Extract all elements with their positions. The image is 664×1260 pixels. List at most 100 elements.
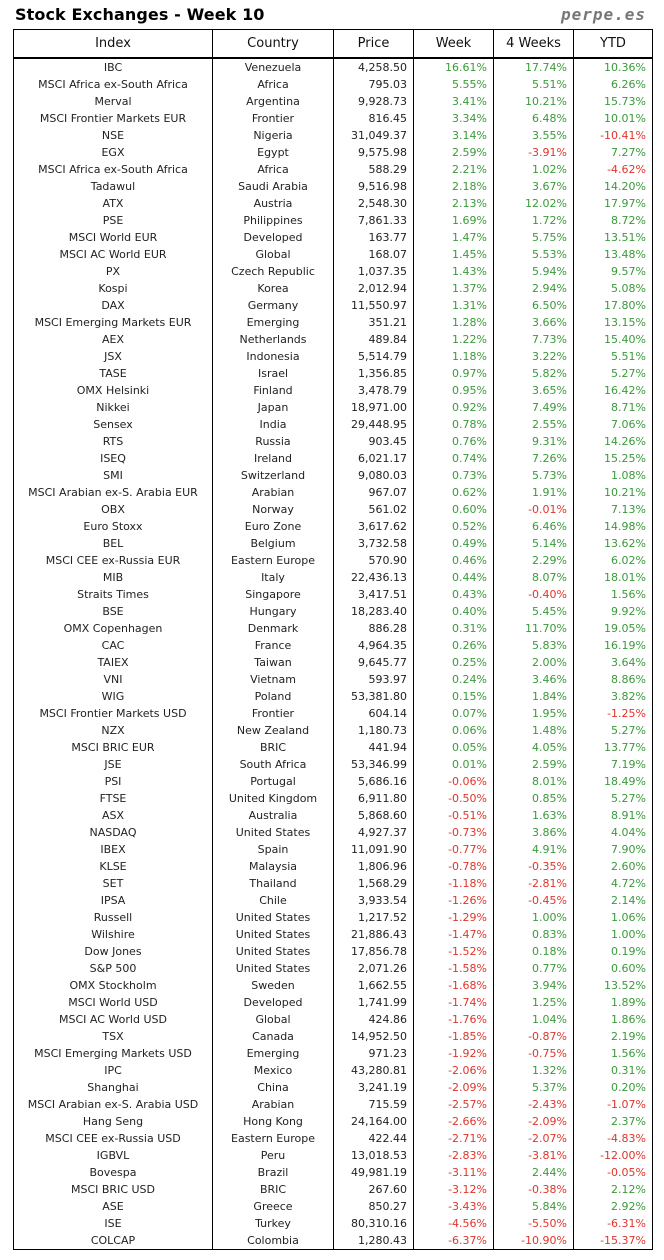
cell-country: Switzerland xyxy=(212,467,334,484)
cell-index: DAX xyxy=(13,297,213,314)
cell-price: 1,741.99 xyxy=(333,994,414,1011)
cell-ytd: -6.31% xyxy=(573,1215,653,1232)
cell-ytd: 0.19% xyxy=(573,943,653,960)
cell-price: 1,217.52 xyxy=(333,909,414,926)
cell-country: United States xyxy=(212,909,334,926)
table-row: ISEQ Ireland 6,021.17 0.74% 7.26% 15.25% xyxy=(13,450,653,467)
cell-week: -4.56% xyxy=(413,1215,494,1232)
table-row: Straits Times Singapore 3,417.51 0.43% -0.40… xyxy=(13,586,653,603)
cell-ytd: 8.71% xyxy=(573,399,653,416)
cell-country: Arabian xyxy=(212,1096,334,1113)
cell-index: MSCI BRIC USD xyxy=(13,1181,213,1198)
cell-week: 2.59% xyxy=(413,144,494,161)
cell-week: -2.71% xyxy=(413,1130,494,1147)
cell-week: -1.76% xyxy=(413,1011,494,1028)
cell-index: SET xyxy=(13,875,213,892)
table-row: MSCI BRIC USD BRIC 267.60 -3.12% -0.38% 2.12% xyxy=(13,1181,653,1198)
cell-price: 43,280.81 xyxy=(333,1062,414,1079)
cell-country: Venezuela xyxy=(212,58,334,76)
cell-week: 1.43% xyxy=(413,263,494,280)
cell-index: KLSE xyxy=(13,858,213,875)
cell-4-weeks: 3.46% xyxy=(493,671,574,688)
cell-index: PSE xyxy=(13,212,213,229)
table-row: NZX New Zealand 1,180.73 0.06% 1.48% 5.27% xyxy=(13,722,653,739)
table-row: TAIEX Taiwan 9,645.77 0.25% 2.00% 3.64% xyxy=(13,654,653,671)
header-row: Index Country Price Week 4 Weeks YTD xyxy=(13,29,653,59)
cell-country: Germany xyxy=(212,297,334,314)
cell-ytd: 4.72% xyxy=(573,875,653,892)
cell-price: 795.03 xyxy=(333,76,414,93)
cell-country: Global xyxy=(212,1011,334,1028)
cell-index: OMX Helsinki xyxy=(13,382,213,399)
table-row: Russell United States 1,217.52 -1.29% 1.00% 1… xyxy=(13,909,653,926)
table-body: IBC Venezuela 4,258.50 16.61% 17.74% 10.36% MS… xyxy=(13,58,653,1250)
cell-price: 6,911.80 xyxy=(333,790,414,807)
cell-country: Russia xyxy=(212,433,334,450)
cell-4-weeks: 2.59% xyxy=(493,756,574,773)
cell-price: 9,575.98 xyxy=(333,144,414,161)
table-row: IPC Mexico 43,280.81 -2.06% 1.32% 0.31% xyxy=(13,1062,653,1079)
cell-ytd: 0.60% xyxy=(573,960,653,977)
cell-4-weeks: 1.48% xyxy=(493,722,574,739)
cell-week: -6.37% xyxy=(413,1232,494,1250)
table-row: MSCI Africa ex-South Africa Africa 795.03 5… xyxy=(13,76,653,93)
table-row: VNI Vietnam 593.97 0.24% 3.46% 8.86% xyxy=(13,671,653,688)
cell-price: 2,548.30 xyxy=(333,195,414,212)
cell-ytd: 7.06% xyxy=(573,416,653,433)
cell-price: 1,662.55 xyxy=(333,977,414,994)
cell-week: -1.58% xyxy=(413,960,494,977)
cell-4-weeks: 3.67% xyxy=(493,178,574,195)
table-row: PSE Philippines 7,861.33 1.69% 1.72% 8.72% xyxy=(13,212,653,229)
cell-ytd: 5.27% xyxy=(573,790,653,807)
cell-index: Sensex xyxy=(13,416,213,433)
table-row: Hang Seng Hong Kong 24,164.00 -2.66% -2.09% 2… xyxy=(13,1113,653,1130)
cell-index: MSCI AC World EUR xyxy=(13,246,213,263)
cell-country: Czech Republic xyxy=(212,263,334,280)
cell-price: 561.02 xyxy=(333,501,414,518)
cell-index: NSE xyxy=(13,127,213,144)
cell-price: 18,283.40 xyxy=(333,603,414,620)
cell-country: Eastern Europe xyxy=(212,552,334,569)
cell-country: Netherlands xyxy=(212,331,334,348)
cell-country: United States xyxy=(212,926,334,943)
cell-4-weeks: 9.31% xyxy=(493,433,574,450)
cell-country: Korea xyxy=(212,280,334,297)
cell-country: India xyxy=(212,416,334,433)
cell-price: 168.07 xyxy=(333,246,414,263)
cell-ytd: 14.20% xyxy=(573,178,653,195)
cell-country: Italy xyxy=(212,569,334,586)
cell-price: 11,091.90 xyxy=(333,841,414,858)
cell-price: 1,356.85 xyxy=(333,365,414,382)
table-row: COLCAP Colombia 1,280.43 -6.37% -10.90% -15.3… xyxy=(13,1232,653,1250)
cell-ytd: 1.86% xyxy=(573,1011,653,1028)
table-row: Wilshire United States 21,886.43 -1.47% 0.83… xyxy=(13,926,653,943)
cell-price: 24,164.00 xyxy=(333,1113,414,1130)
cell-4-weeks: 8.07% xyxy=(493,569,574,586)
table-row: NASDAQ United States 4,927.37 -0.73% 3.86% 4.… xyxy=(13,824,653,841)
cell-ytd: 1.06% xyxy=(573,909,653,926)
cell-4-weeks: 3.66% xyxy=(493,314,574,331)
cell-week: 0.31% xyxy=(413,620,494,637)
cell-country: Denmark xyxy=(212,620,334,637)
cell-4-weeks: 7.26% xyxy=(493,450,574,467)
cell-4-weeks: -0.38% xyxy=(493,1181,574,1198)
cell-week: 0.49% xyxy=(413,535,494,552)
cell-4-weeks: -0.45% xyxy=(493,892,574,909)
cell-4-weeks: 2.44% xyxy=(493,1164,574,1181)
cell-ytd: -1.07% xyxy=(573,1096,653,1113)
cell-week: 0.24% xyxy=(413,671,494,688)
table-row: MSCI BRIC EUR BRIC 441.94 0.05% 4.05% 13.77% xyxy=(13,739,653,756)
cell-week: -0.77% xyxy=(413,841,494,858)
cell-index: IPSA xyxy=(13,892,213,909)
cell-index: PX xyxy=(13,263,213,280)
table-row: WIG Poland 53,381.80 0.15% 1.84% 3.82% xyxy=(13,688,653,705)
table-row: MSCI Africa ex-South Africa Africa 588.29 2… xyxy=(13,161,653,178)
cell-price: 53,381.80 xyxy=(333,688,414,705)
table-row: PX Czech Republic 1,037.35 1.43% 5.94% 9.57% xyxy=(13,263,653,280)
cell-4-weeks: -3.91% xyxy=(493,144,574,161)
cell-ytd: 7.90% xyxy=(573,841,653,858)
cell-price: 29,448.95 xyxy=(333,416,414,433)
cell-week: 2.13% xyxy=(413,195,494,212)
cell-week: 0.92% xyxy=(413,399,494,416)
cell-index: Euro Stoxx xyxy=(13,518,213,535)
